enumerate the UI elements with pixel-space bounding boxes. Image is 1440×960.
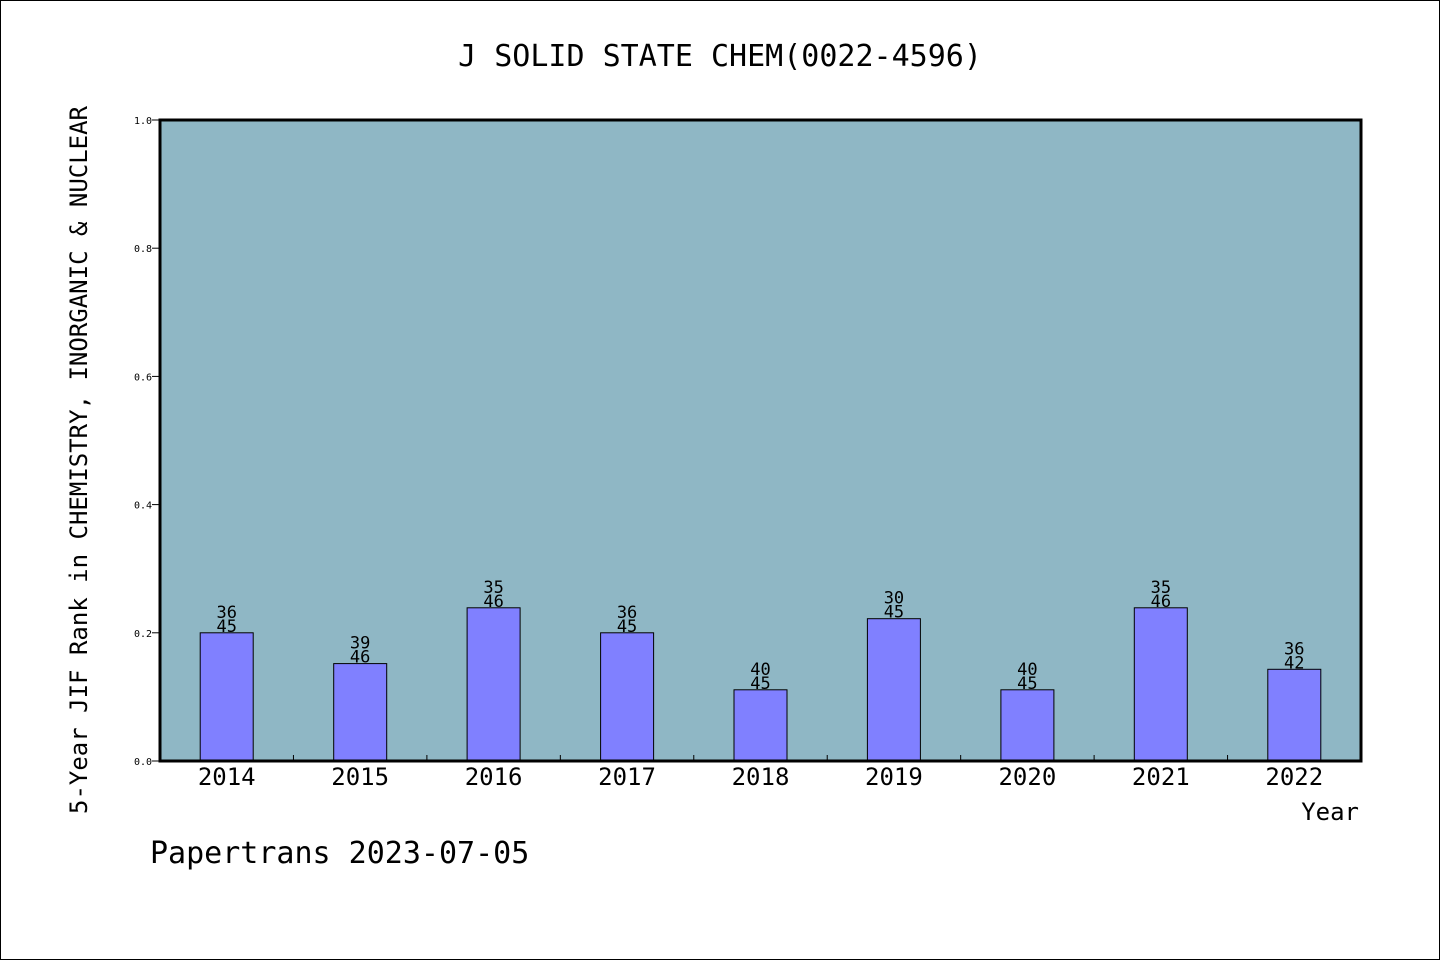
y-tick-label-0.6: 0.6 xyxy=(134,372,152,383)
y-tick-label-0.2: 0.2 xyxy=(134,629,152,640)
watermark-text: Papertrans 2023-07-05 xyxy=(150,836,529,871)
x-tick-label-2018: 2018 xyxy=(732,763,790,791)
bar-label-bottom-2017: 45 xyxy=(617,617,637,637)
bar-label-bottom-2014: 45 xyxy=(216,617,236,637)
bar-label-bottom-2016: 46 xyxy=(483,592,503,612)
y-axis: 0.0 0.2 0.4 0.6 0.8 1.0 xyxy=(134,116,160,768)
x-tick-label-2015: 2015 xyxy=(331,763,389,791)
bar-label-top-2019: 30 xyxy=(884,589,904,609)
chart-title: J SOLID STATE CHEM(0022-4596) xyxy=(458,39,982,74)
bar-label-top-2020: 40 xyxy=(1017,660,1037,680)
x-tick-label-2021: 2021 xyxy=(1132,763,1190,791)
x-tick-label-2020: 2020 xyxy=(998,763,1056,791)
x-tick-label-2017: 2017 xyxy=(598,763,656,791)
bar-label-bottom-2020: 45 xyxy=(1017,674,1037,694)
bar-label-bottom-2022: 42 xyxy=(1284,653,1304,673)
bar-label-top-2015: 39 xyxy=(350,634,370,654)
bar-label-top-2014: 36 xyxy=(216,603,236,623)
bar-2015 xyxy=(333,663,388,762)
bar-2020 xyxy=(1000,689,1055,762)
x-axis-label: Year xyxy=(1301,798,1359,826)
bar-2016 xyxy=(466,607,521,762)
x-tick-label-2016: 2016 xyxy=(465,763,523,791)
y-tick-label-0.4: 0.4 xyxy=(134,501,152,512)
bar-label-top-2018: 40 xyxy=(750,660,770,680)
bar-label-bottom-2015: 46 xyxy=(350,648,370,668)
bar-label-bottom-2021: 46 xyxy=(1151,592,1171,612)
y-tick-label-0.0: 0.0 xyxy=(134,757,152,768)
bar-2021 xyxy=(1133,607,1188,762)
bar-2018 xyxy=(733,689,788,762)
x-tick-label-2014: 2014 xyxy=(198,763,256,791)
bar-label-top-2016: 35 xyxy=(483,578,503,598)
y-axis-label: 5-Year JIF Rank in CHEMISTRY, INORGANIC … xyxy=(65,105,93,814)
bar-label-top-2021: 35 xyxy=(1151,578,1171,598)
bar-2017 xyxy=(600,632,655,762)
bar-label-top-2022: 36 xyxy=(1284,639,1304,659)
bar-label-bottom-2019: 45 xyxy=(884,603,904,623)
bar-2014 xyxy=(199,632,254,762)
plot-frame xyxy=(158,118,1363,763)
x-axis: 2014 2015 2016 2017 2018 2019 2020 2021 2022 xyxy=(198,755,1323,791)
bar-2022 xyxy=(1267,668,1322,762)
y-tick-label-0.8: 0.8 xyxy=(134,244,152,255)
y-tick-label-1.0: 1.0 xyxy=(134,116,152,127)
bar-label-bottom-2018: 45 xyxy=(750,674,770,694)
x-tick-label-2022: 2022 xyxy=(1265,763,1323,791)
bars-group xyxy=(199,607,1322,762)
bar-2019 xyxy=(866,618,921,762)
x-tick-label-2019: 2019 xyxy=(865,763,923,791)
bar-label-top-2017: 36 xyxy=(617,603,637,623)
